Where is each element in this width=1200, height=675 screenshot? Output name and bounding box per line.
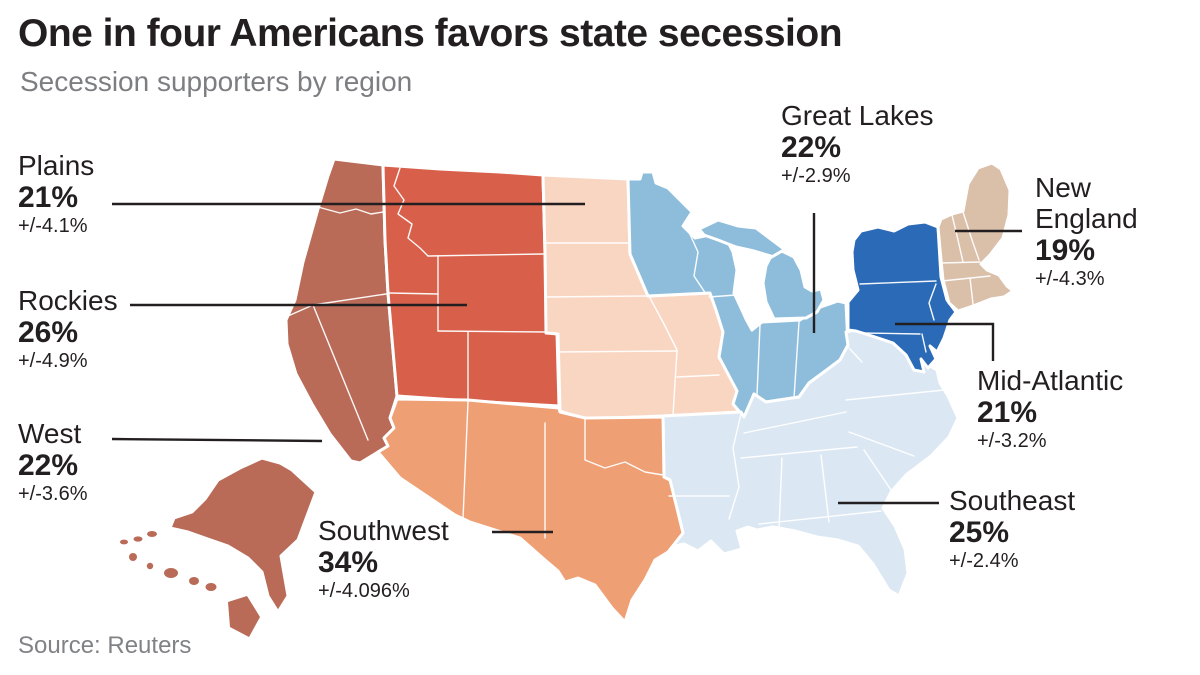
region-name: Plains [18,150,95,181]
region-value: 22% [18,449,79,482]
region-name: West [18,418,82,449]
leader-mid-atlantic [895,322,995,361]
region-value: 34% [318,546,379,579]
region-name: Great Lakes [781,100,934,131]
region-value: 26% [18,316,79,349]
region-shape-great-lakes [626,170,850,419]
region-shapes [120,157,1015,637]
leader-west [111,437,323,443]
region-value: 19% [1035,234,1096,267]
leader-lines [111,202,1022,534]
region-value: 21% [977,396,1038,429]
region-margin: +/-2.4% [949,550,1019,572]
region-shape-southwest [376,397,685,624]
region-shape-alaska [168,456,318,614]
region-label-rockies: Rockies 26% +/-4.9% [18,285,118,374]
region-shape-michigan-mitten [761,249,826,321]
region-value: 22% [781,131,842,164]
region-label-southwest: Southwest 34% +/-4.096% [318,515,449,604]
region-name: Southeast [949,485,1076,516]
region-name: Mid-Atlantic [977,365,1124,396]
region-value: 21% [18,181,79,214]
region-shape-hawaii [129,553,260,637]
region-name: Southwest [318,515,449,546]
region-shape-mid-atlantic [846,220,958,374]
region-margin: +/-4.096% [318,580,410,602]
state-borders [287,167,991,539]
region-label-great-lakes: Great Lakes 22% +/-2.9% [781,100,934,189]
region-label-mid-atlantic: Mid-Atlantic 21% +/-3.2% [977,365,1123,454]
region-name: New England [1035,172,1138,234]
region-name: Rockies [18,285,118,316]
page-title: One in four Americans favors state seces… [18,12,843,55]
region-shape-new-england [936,161,1015,313]
region-margin: +/-4.9% [18,350,88,372]
region-margin: +/-4.3% [1035,268,1105,290]
region-value: 25% [949,516,1010,549]
page-subtitle: Secession supporters by region [20,66,413,97]
region-label-new-england: New England 19% +/-4.3% [1035,172,1160,292]
source-credit: Source: Reuters [18,632,192,659]
region-margin: +/-3.2% [977,430,1047,452]
region-label-southeast: Southeast 25% +/-2.4% [949,485,1075,574]
region-label-plains: Plains 21% +/-4.1% [18,150,94,239]
region-margin: +/-4.1% [18,215,88,237]
region-shape-rockies [381,163,561,408]
region-shape-aleutians [120,531,157,545]
region-margin: +/-3.6% [18,483,88,505]
region-label-west: West 22% +/-3.6% [18,418,87,507]
region-margin: +/-2.9% [781,165,851,187]
